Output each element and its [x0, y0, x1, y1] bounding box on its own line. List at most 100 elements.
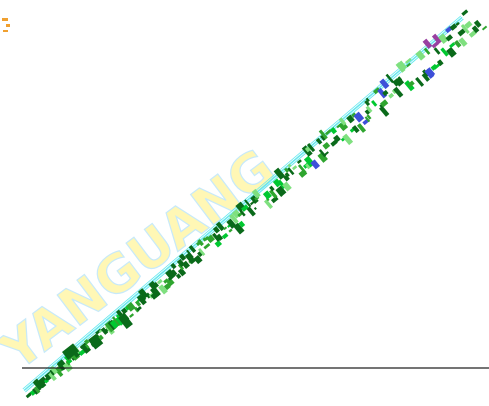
artifact-glyph	[431, 33, 442, 45]
artifact-glyph	[198, 248, 206, 256]
artifact-glyph	[38, 376, 48, 386]
corner-mark	[2, 18, 8, 21]
artifact-glyph	[163, 278, 169, 284]
artifact-glyph	[115, 316, 125, 326]
artifact-glyph	[287, 163, 292, 168]
artifact-glyph	[229, 213, 239, 224]
artifact-glyph	[203, 242, 211, 250]
artifact-glyph	[152, 281, 159, 289]
corner-marks	[2, 18, 10, 32]
artifact-glyph	[458, 37, 468, 47]
artifact-glyph	[48, 371, 57, 382]
artifact-glyph	[272, 178, 282, 188]
artifact-glyph	[184, 252, 196, 265]
artifact-glyph	[468, 30, 477, 38]
artifact-glyph	[115, 309, 123, 317]
artifact-glyph	[407, 80, 415, 88]
artifact-glyph	[317, 151, 328, 163]
artifact-glyph	[186, 249, 194, 259]
diagonal-artifact-strip	[25, 9, 488, 399]
artifact-glyph	[449, 23, 458, 31]
artifact-glyph	[445, 34, 454, 42]
artifact-glyph	[29, 389, 36, 396]
artifact-glyph	[253, 207, 257, 211]
artifact-glyph	[193, 254, 203, 265]
artifact-glyph	[422, 38, 433, 49]
artifact-glyph	[275, 185, 287, 197]
artifact-glyph	[80, 342, 92, 354]
artifact-glyph	[365, 105, 373, 113]
artifact-glyph	[461, 9, 469, 16]
artifact-glyph	[32, 381, 42, 391]
artifact-glyph	[455, 21, 460, 27]
artifact-glyph	[394, 76, 405, 87]
artifact-glyph	[188, 244, 197, 253]
artifact-glyph	[134, 300, 142, 307]
artifact-glyph	[228, 228, 233, 233]
artifact-glyph	[446, 46, 457, 58]
artifact-block	[61, 343, 80, 360]
artifact-glyph	[251, 188, 261, 199]
artifact-glyph	[318, 129, 328, 140]
artifact-glyph	[421, 72, 431, 82]
artifact-glyph	[284, 167, 290, 173]
artifact-glyph	[125, 301, 136, 312]
artifact-glyph	[175, 273, 182, 279]
artifact-glyph	[353, 111, 365, 123]
corner-mark	[6, 24, 10, 27]
artifact-glyph	[268, 189, 278, 199]
artifact-glyph	[262, 190, 272, 200]
artifact-glyph	[320, 134, 326, 141]
artifact-glyph	[65, 360, 71, 366]
watermark-group: YANGUANG	[0, 138, 287, 384]
artifact-glyph	[33, 378, 44, 390]
artifact-glyph	[397, 76, 403, 81]
artifact-glyph	[273, 167, 286, 180]
artifact-glyph	[454, 40, 462, 48]
artifact-glyph	[120, 307, 128, 315]
artifact-glyph	[306, 143, 316, 153]
artifact-glyph	[371, 100, 378, 107]
diagonal-edge-band	[22, 15, 464, 393]
artifact-glyph	[215, 221, 225, 232]
artifact-glyph	[133, 306, 140, 313]
artifact-glyph	[322, 141, 331, 150]
artifact-glyph	[221, 232, 229, 240]
artifact-glyph	[423, 47, 431, 55]
artifact-glyph	[206, 234, 216, 244]
artifact-glyph	[181, 260, 191, 270]
corner-mark	[3, 30, 8, 32]
artifact-glyph	[415, 76, 425, 87]
edge-band-line	[25, 18, 464, 393]
artifact-glyph	[292, 165, 298, 171]
artifact-glyph	[241, 204, 249, 212]
artifact-glyph	[356, 123, 367, 133]
artifact-glyph	[440, 47, 449, 57]
artifact-glyph	[100, 327, 109, 335]
artifact-glyph	[405, 57, 412, 64]
edge-band-line	[22, 15, 462, 390]
artifact-glyph	[178, 253, 187, 261]
artifact-glyph	[393, 86, 404, 98]
artifact-glyph	[351, 125, 360, 134]
artifact-glyph	[84, 343, 90, 349]
artifact-glyph	[212, 226, 221, 234]
artifact-glyph	[197, 250, 204, 258]
artifact-glyph	[406, 62, 411, 68]
artifact-glyph	[32, 388, 39, 395]
artifact-glyph	[296, 159, 302, 165]
artifact-glyph	[270, 195, 279, 204]
artifact-glyph	[364, 108, 371, 115]
artifact-glyph	[214, 240, 223, 248]
artifact-glyph	[433, 47, 441, 55]
artifact-glyph	[310, 159, 321, 170]
artifact-glyph	[338, 121, 349, 132]
artifact-glyph	[333, 134, 341, 143]
artifact-glyph	[83, 338, 90, 345]
artifact-glyph	[471, 25, 480, 34]
artifact-glyph	[438, 33, 449, 44]
artifact-glyph	[136, 294, 147, 306]
artifact-glyph	[244, 199, 252, 208]
artifact-glyph	[168, 269, 178, 278]
